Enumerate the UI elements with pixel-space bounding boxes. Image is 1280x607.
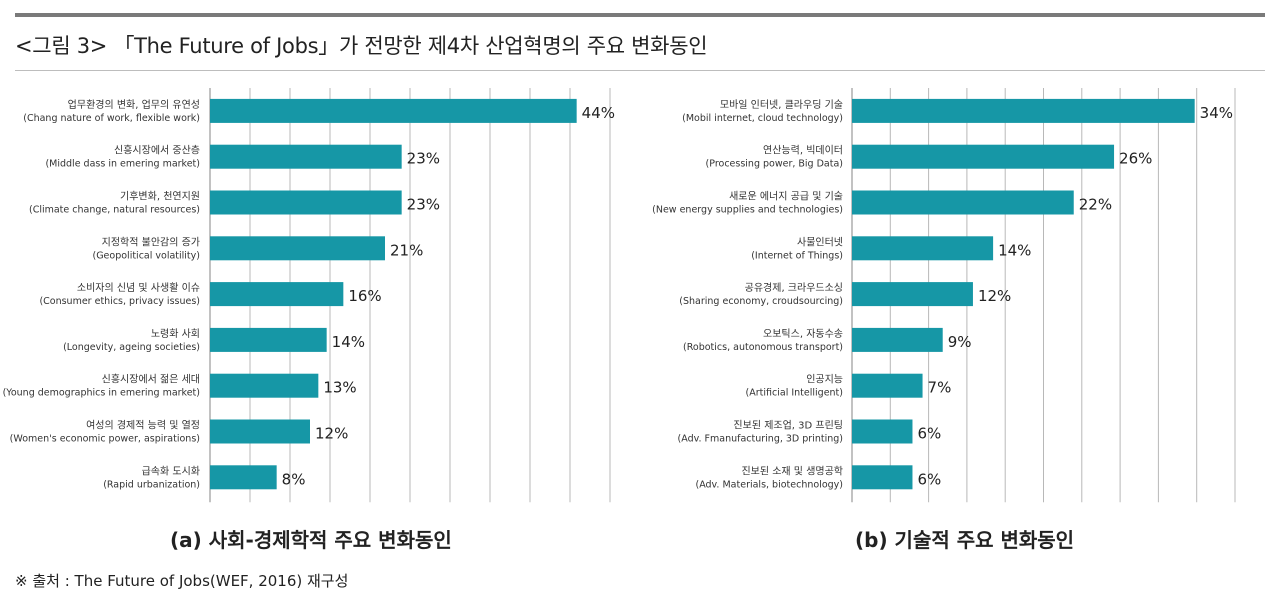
chart-1-value-label-0: 34% [1200, 104, 1233, 122]
chart-1-category-label-ko-6: 인공지능 [806, 374, 843, 386]
chart-a-title: (a) 사회-경제학적 주요 변화동인 [170, 528, 452, 552]
chart-1-value-label-8: 6% [917, 470, 941, 488]
chart-1-bar-7 [852, 419, 913, 444]
chart-0-value-label-2: 23% [407, 196, 440, 214]
chart-a: 업무환경의 변화, 업무의 유연성 (Chang nature of work, … [3, 88, 615, 503]
chart-1-bar-0 [852, 98, 1195, 123]
chart-1-category-label-en-2: (New energy supplies and technologies) [652, 205, 843, 216]
chart-0-category-label-ko-0: 업무환경의 변화, 업무의 유연성 [68, 98, 200, 111]
chart-0-category-label-en-5: (Longevity, ageing societies) [63, 342, 200, 353]
chart-1-category-label-en-7: (Adv. Fmanufacturing, 3D printing) [678, 434, 843, 445]
chart-1-category-label-ko-7: 진보된 제조업, 3D 프린팅 [733, 419, 843, 432]
chart-1-bar-2 [852, 190, 1074, 215]
chart-1-bar-8 [852, 465, 913, 490]
title-rule [15, 70, 1265, 71]
chart-1-category-label-en-6: (Artificial Intelligent) [746, 388, 843, 399]
chart-0-category-label-en-3: (Geopolitical volatility) [92, 250, 200, 261]
chart-0-value-label-3: 21% [390, 241, 423, 259]
chart-b-title: (b) 기술적 주요 변화동인 [855, 528, 1075, 552]
chart-0-category-label-ko-1: 신흥시장에서 중산층 [114, 144, 200, 157]
chart-0-category-label-en-2: (Climate change, natural resources) [29, 205, 200, 216]
chart-1-category-label-ko-8: 진보된 소재 및 생명공학 [741, 465, 843, 477]
chart-0-bar-0 [210, 98, 577, 123]
chart-1-bar-4 [852, 282, 973, 307]
chart-1-value-label-3: 14% [998, 241, 1031, 259]
chart-0-category-label-ko-6: 신흥시장에서 젊은 세대 [102, 373, 200, 386]
chart-1-value-label-4: 12% [978, 287, 1011, 305]
chart-0-category-label-en-0: (Chang nature of work, flexible work) [23, 113, 200, 124]
chart-0-category-label-ko-7: 여성의 경제적 능력 및 열정 [86, 419, 200, 432]
chart-1-category-label-ko-3: 사물인터넷 [797, 236, 843, 248]
chart-0-category-label-en-7: (Women's economic power, aspirations) [10, 434, 200, 445]
chart-1-bar-3 [852, 236, 994, 261]
chart-0-category-label-ko-8: 급속화 도시화 [142, 465, 200, 477]
chart-1-category-label-ko-0: 모바일 인터넷, 클라우딩 기술 [720, 99, 843, 111]
chart-0-value-label-7: 12% [315, 425, 348, 443]
chart-1-category-label-en-5: (Robotics, autonomous transport) [683, 342, 843, 353]
chart-0-value-label-8: 8% [282, 470, 306, 488]
chart-1-category-label-en-1: (Processing power, Big Data) [706, 159, 843, 170]
chart-0-category-label-ko-4: 소비자의 신념 및 사생활 이슈 [77, 281, 200, 294]
chart-0-bar-6 [210, 373, 319, 398]
chart-0-category-label-en-8: (Rapid urbanization) [103, 479, 200, 490]
chart-1-category-label-ko-2: 새로운 에너지 공급 및 기술 [729, 191, 843, 203]
chart-0-category-label-ko-2: 기후변화, 천연지원 [120, 191, 200, 203]
chart-0-category-label-en-6: (Young demographics in emering market) [3, 388, 200, 399]
chart-0-bar-1 [210, 144, 402, 169]
chart-1-value-label-7: 6% [917, 425, 941, 443]
chart-0-category-label-en-1: (Middle dass in emering market) [45, 159, 200, 170]
chart-0-bar-7 [210, 419, 310, 444]
chart-0-value-label-0: 44% [582, 104, 615, 122]
chart-0-value-label-6: 13% [323, 379, 356, 397]
chart-1-category-label-ko-5: 오보틱스, 자동수송 [763, 328, 843, 340]
chart-1-category-label-en-4: (Sharing economy, croudsourcing) [679, 296, 843, 307]
figure-title: <그림 3> 「The Future of Jobs」가 전망한 제4차 산업혁… [15, 34, 708, 58]
chart-0-bar-3 [210, 236, 385, 261]
chart-1-category-label-en-8: (Adv. Materials, biotechnology) [695, 479, 843, 490]
chart-1-value-label-5: 9% [948, 333, 972, 351]
chart-0-bar-8 [210, 465, 277, 490]
top-rule [15, 13, 1265, 17]
chart-1-category-label-ko-4: 공유경제, 크라우드소싱 [745, 281, 843, 294]
chart-0-value-label-5: 14% [332, 333, 365, 351]
chart-1-value-label-1: 26% [1119, 150, 1152, 168]
chart-0-bar-5 [210, 327, 327, 352]
chart-1-category-label-en-0: (Mobil internet, cloud technology) [682, 113, 843, 124]
chart-1-bar-5 [852, 327, 943, 352]
chart-0-value-label-1: 23% [407, 150, 440, 168]
chart-1-value-label-2: 22% [1079, 196, 1112, 214]
chart-1-category-label-en-3: (Internet of Things) [751, 250, 843, 261]
chart-0-bar-4 [210, 282, 344, 307]
chart-1-value-label-6: 7% [928, 379, 952, 397]
chart-0-category-label-ko-5: 노령화 사회 [151, 328, 200, 340]
chart-0-category-label-ko-3: 지정학적 불안감의 증가 [102, 236, 200, 248]
chart-0-bar-2 [210, 190, 402, 215]
chart-b: 모바일 인터넷, 클라우딩 기술 (Mobil internet, cloud t… [652, 88, 1236, 503]
chart-0-value-label-4: 16% [348, 287, 381, 305]
chart-1-bar-6 [852, 373, 923, 398]
chart-0-category-label-en-4: (Consumer ethics, privacy issues) [39, 296, 200, 307]
chart-1-category-label-ko-1: 연산능력, 빅데이터 [763, 145, 843, 157]
source-note: ※ 출처 : The Future of Jobs(WEF, 2016) 재구성 [15, 572, 349, 590]
chart-1-bar-1 [852, 144, 1115, 169]
